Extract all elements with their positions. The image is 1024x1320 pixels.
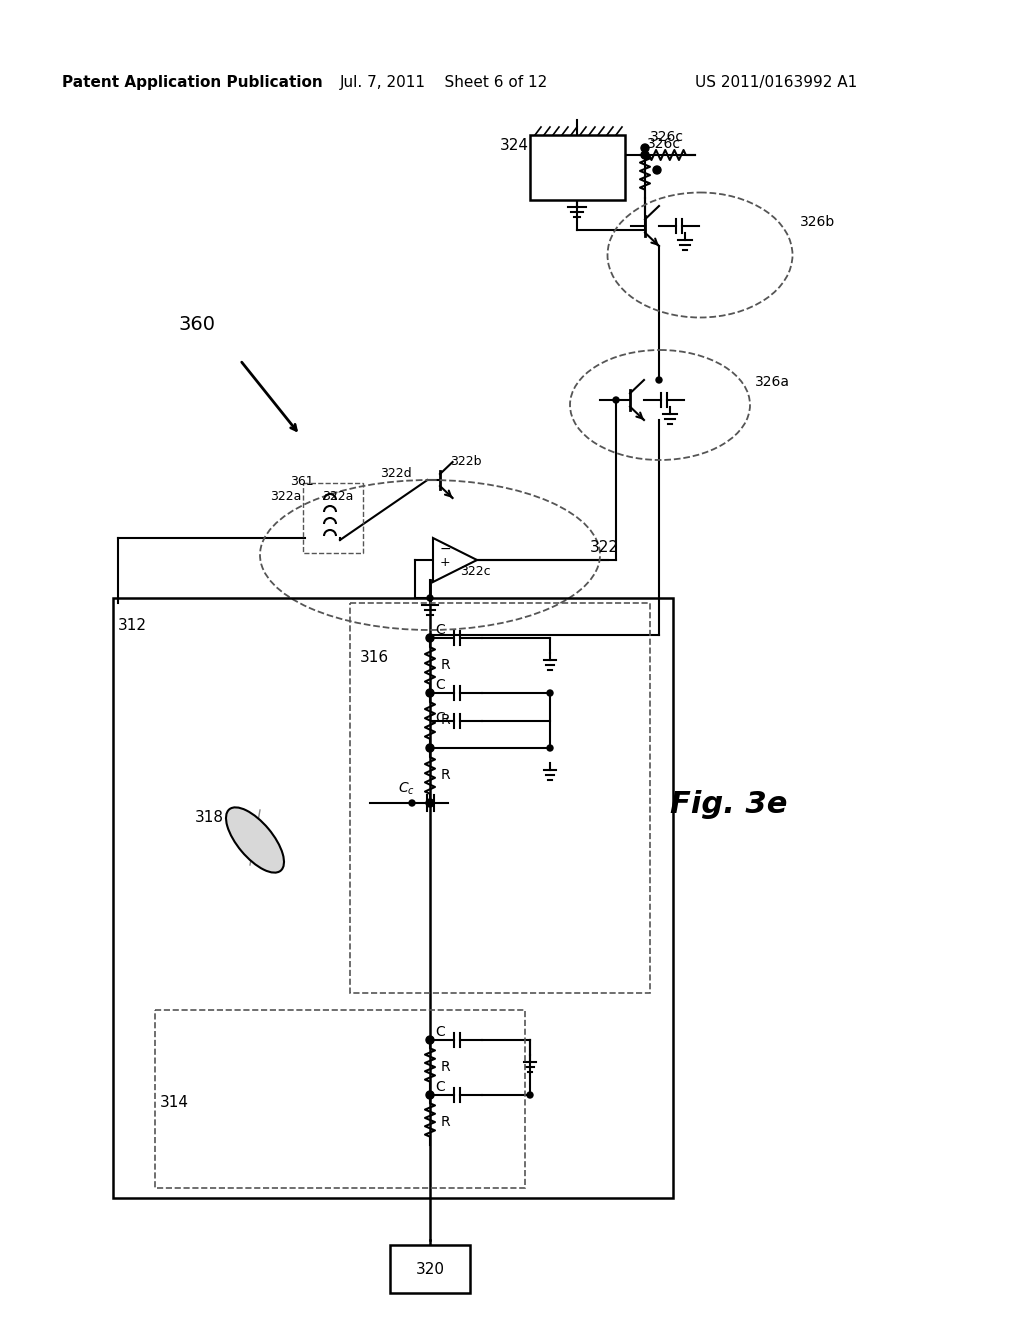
- Text: C: C: [435, 623, 444, 638]
- Text: 322b: 322b: [450, 455, 481, 469]
- Text: 312: 312: [118, 618, 147, 634]
- Text: 324: 324: [500, 137, 529, 153]
- Circle shape: [409, 800, 415, 807]
- Circle shape: [426, 1092, 434, 1100]
- Circle shape: [641, 150, 649, 158]
- Bar: [530, 135, 625, 201]
- Circle shape: [426, 799, 434, 807]
- Ellipse shape: [226, 808, 284, 873]
- Text: R: R: [440, 768, 450, 781]
- Circle shape: [527, 1092, 534, 1098]
- Text: 322: 322: [590, 540, 618, 554]
- Polygon shape: [433, 539, 477, 582]
- Text: C: C: [435, 1026, 444, 1039]
- Text: 326a: 326a: [755, 375, 790, 389]
- Text: 320: 320: [416, 1262, 444, 1276]
- Bar: [350, 603, 650, 993]
- Circle shape: [656, 378, 662, 383]
- Text: 326c: 326c: [650, 129, 684, 144]
- Circle shape: [613, 397, 618, 403]
- Circle shape: [641, 144, 649, 152]
- Text: Jul. 7, 2011    Sheet 6 of 12: Jul. 7, 2011 Sheet 6 of 12: [340, 75, 548, 90]
- Text: US 2011/0163992 A1: US 2011/0163992 A1: [695, 75, 857, 90]
- Text: 361: 361: [290, 475, 313, 488]
- Circle shape: [426, 1036, 434, 1044]
- Bar: [303, 483, 362, 553]
- Text: C: C: [435, 1080, 444, 1094]
- Text: 314: 314: [160, 1096, 189, 1110]
- Text: 360: 360: [178, 315, 215, 334]
- Circle shape: [426, 744, 434, 752]
- Text: 322d: 322d: [380, 467, 412, 480]
- Circle shape: [426, 634, 434, 642]
- Text: 322a: 322a: [322, 490, 353, 503]
- Circle shape: [426, 689, 434, 697]
- Circle shape: [653, 166, 662, 174]
- Text: 322a: 322a: [270, 490, 301, 503]
- Circle shape: [547, 690, 553, 696]
- Text: Patent Application Publication: Patent Application Publication: [62, 75, 323, 90]
- Text: 326b: 326b: [800, 215, 836, 228]
- Text: R: R: [440, 713, 450, 727]
- Text: $C_c$: $C_c$: [398, 781, 415, 797]
- Text: R: R: [440, 1060, 450, 1074]
- Text: +: +: [439, 557, 451, 569]
- Text: R: R: [440, 657, 450, 672]
- Text: Fig. 3e: Fig. 3e: [670, 789, 787, 818]
- Bar: [113, 598, 673, 1199]
- Text: 316: 316: [360, 649, 389, 665]
- Text: 322c: 322c: [460, 565, 490, 578]
- Text: C: C: [435, 678, 444, 692]
- Text: 326c: 326c: [647, 137, 681, 150]
- Circle shape: [427, 595, 433, 601]
- Bar: [390, 1245, 470, 1294]
- Text: 318: 318: [195, 810, 224, 825]
- Bar: [155, 1010, 525, 1188]
- Text: C: C: [435, 711, 444, 725]
- Circle shape: [547, 744, 553, 751]
- Text: −: −: [439, 543, 451, 556]
- Text: R: R: [440, 1115, 450, 1129]
